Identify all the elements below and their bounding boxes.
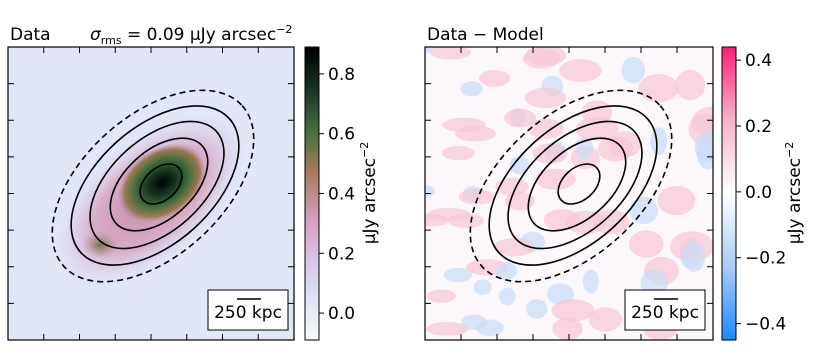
noise: [522, 48, 561, 69]
noise: [426, 322, 469, 336]
noise: [479, 69, 511, 87]
noise: [638, 74, 679, 103]
noise: [493, 238, 535, 257]
colorbar-tick-label: 0.4: [745, 51, 772, 71]
colorbar-tick-label: −0.2: [745, 249, 786, 269]
colorbar-tick-label: 0.6: [328, 125, 355, 145]
scalebar-box: [624, 289, 706, 331]
colorbar-tick-label: 0.4: [328, 185, 355, 205]
colorbar: [304, 46, 320, 341]
colorbar-label-text: μJy arcsec: [785, 158, 805, 244]
colorbar-label: μJy arcsec−2: [783, 142, 805, 245]
contour: [139, 163, 183, 205]
noise: [547, 283, 574, 305]
colorbar: [721, 46, 737, 341]
noise: [460, 81, 483, 97]
contour: [557, 163, 601, 205]
noise: [425, 185, 436, 198]
superscript: −2: [276, 23, 292, 36]
contour: [527, 137, 627, 232]
noise: [426, 289, 457, 303]
contour: [89, 120, 225, 250]
noise: [461, 314, 487, 330]
noise: [582, 269, 599, 294]
noise: [650, 127, 668, 156]
noise: [675, 69, 706, 101]
contour: [507, 120, 643, 250]
noise: [441, 145, 475, 161]
noise: [588, 307, 622, 332]
symbol: σ: [90, 25, 102, 45]
noise: [691, 106, 713, 139]
noise: [682, 241, 706, 272]
noise: [458, 189, 495, 205]
noise: [628, 230, 664, 258]
noise: [524, 87, 567, 108]
data-image: [8, 47, 294, 340]
noise: [621, 56, 646, 84]
colorbar-tick-label: 0.0: [328, 304, 355, 324]
noise: [696, 137, 713, 170]
noise: [443, 267, 473, 283]
noise: [592, 209, 629, 235]
colorbar-tick-label: 0.0: [745, 183, 772, 203]
colorbar-label: μJy arcsec−2: [358, 142, 380, 245]
colorbar-tick-label: 0.2: [745, 117, 772, 137]
contour: [70, 105, 240, 266]
colorbar-tick-label: 0.8: [328, 65, 355, 85]
scalebar-box: [207, 289, 289, 331]
noise: [551, 299, 595, 322]
contour: [109, 137, 209, 232]
noise: [608, 131, 642, 158]
noise: [552, 317, 583, 340]
contour: [469, 89, 673, 283]
noise: [543, 209, 580, 231]
contour: [488, 105, 658, 266]
noise: [455, 125, 496, 142]
noise: [425, 214, 450, 227]
noise: [509, 156, 530, 175]
contour: [51, 89, 255, 283]
panel-title: Data: [10, 25, 51, 45]
noise: [495, 262, 518, 280]
annotation: σrms = 0.09 μJy arcsec−2: [90, 23, 292, 47]
noise: [495, 177, 529, 196]
noise: [575, 116, 619, 141]
superscript: −2: [358, 142, 371, 158]
noise: [429, 47, 471, 60]
panel: Data − Model 250 kpc −0.4 −0.2 0.0 0.2 0.4 μJy …: [424, 25, 805, 341]
colorbar-tick-label: −0.4: [745, 315, 786, 335]
superscript: −2: [783, 142, 796, 158]
noise: [425, 47, 433, 53]
noise: [559, 59, 602, 82]
noise: [532, 143, 568, 164]
noise: [526, 299, 548, 319]
scalebar-label: 250 kpc: [631, 303, 699, 323]
colorbar-label-text: μJy arcsec: [360, 158, 380, 244]
noise: [528, 118, 564, 139]
noise: [498, 287, 516, 306]
scalebar-label: 250 kpc: [214, 303, 282, 323]
panel-title: Data − Model: [427, 25, 544, 45]
annotation-text: = 0.09 μJy arcsec: [122, 25, 277, 45]
noise: [473, 279, 492, 296]
noise: [657, 185, 696, 216]
subscript: rms: [101, 34, 122, 47]
noise: [504, 108, 537, 128]
colorbar-tick-label: 0.2: [328, 244, 355, 264]
